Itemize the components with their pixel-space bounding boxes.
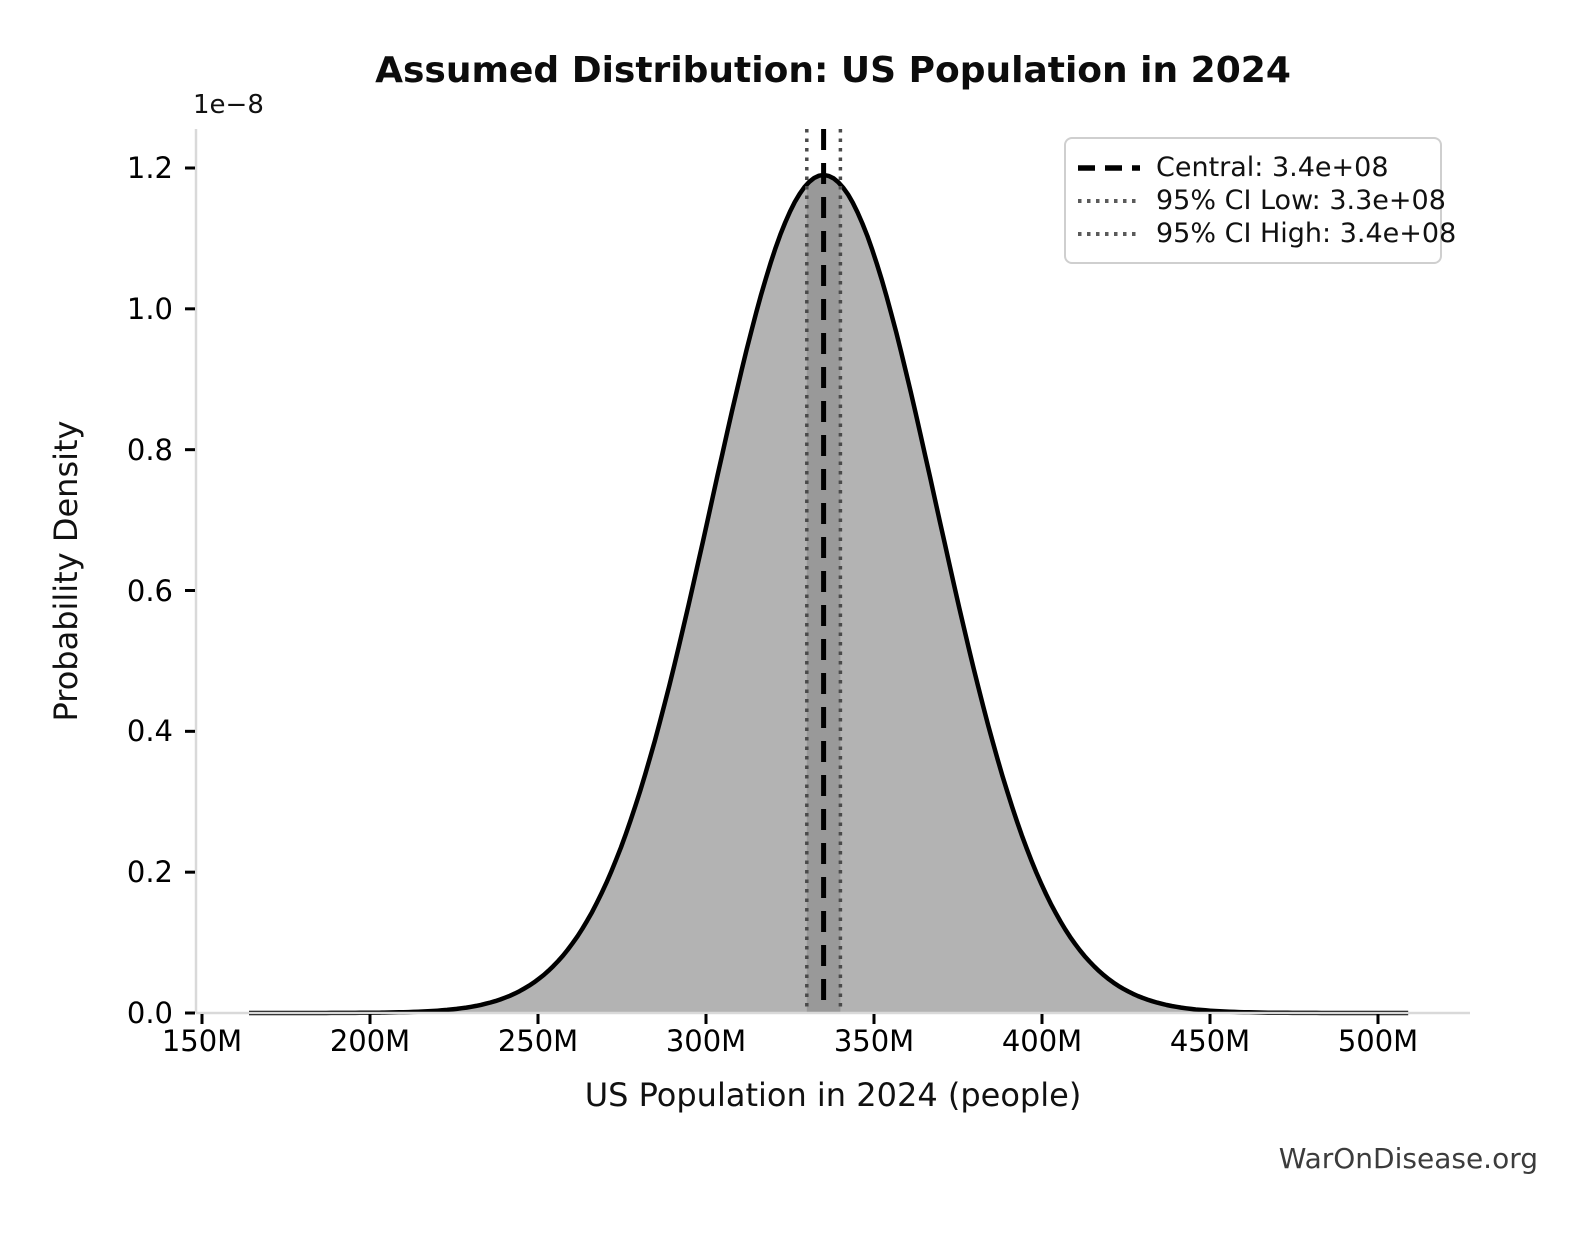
ci-high-line-sample	[1078, 231, 1140, 236]
legend-label-ci-high: 95% CI High: 3.4e+08	[1156, 218, 1457, 249]
central-line-sample	[1078, 164, 1140, 171]
y-axis-label: Probability Density	[47, 420, 85, 722]
y-tick-label: 0.6	[126, 573, 173, 608]
y-tick-label: 1.2	[126, 151, 173, 185]
legend-label-central: Central: 3.4e+08	[1156, 152, 1389, 183]
watermark: WarOnDisease.org	[1278, 1142, 1538, 1175]
x-tick-label: 150M	[161, 1024, 243, 1058]
x-tick-label: 300M	[665, 1024, 747, 1058]
density-curve	[249, 172, 1409, 1016]
x-tick-label: 500M	[1337, 1024, 1419, 1058]
ci-band-fill	[806, 175, 841, 1013]
legend: Central: 3.4e+08 95% CI Low: 3.3e+08 95%…	[1064, 137, 1456, 264]
legend-label-ci-low: 95% CI Low: 3.3e+08	[1156, 185, 1446, 216]
y-axis-offset-label: 1e−8	[193, 90, 264, 120]
x-tick-label: 350M	[833, 1024, 915, 1058]
x-tick-label: 200M	[329, 1024, 411, 1058]
y-tick-label: 0.8	[126, 432, 173, 467]
legend-item-central: Central: 3.4e+08	[1078, 151, 1426, 184]
legend-item-ci-low: 95% CI Low: 3.3e+08	[1078, 184, 1446, 217]
legend-item-ci-high: 95% CI High: 3.4e+08	[1078, 217, 1456, 250]
x-tick-label: 450M	[1169, 1024, 1251, 1058]
x-tick-label: 250M	[497, 1024, 579, 1058]
x-tick-label: 400M	[1001, 1024, 1083, 1058]
chart-title: Assumed Distribution: US Population in 2…	[375, 50, 1291, 91]
x-axis-label: US Population in 2024 (people)	[584, 1076, 1082, 1114]
y-tick-label: 0.2	[126, 855, 173, 890]
y-tick-label: 0.4	[126, 714, 173, 749]
ci-low-line-sample	[1078, 198, 1140, 203]
y-tick-label: 0.0	[126, 996, 173, 1030]
y-tick-label: 1.0	[126, 291, 173, 326]
